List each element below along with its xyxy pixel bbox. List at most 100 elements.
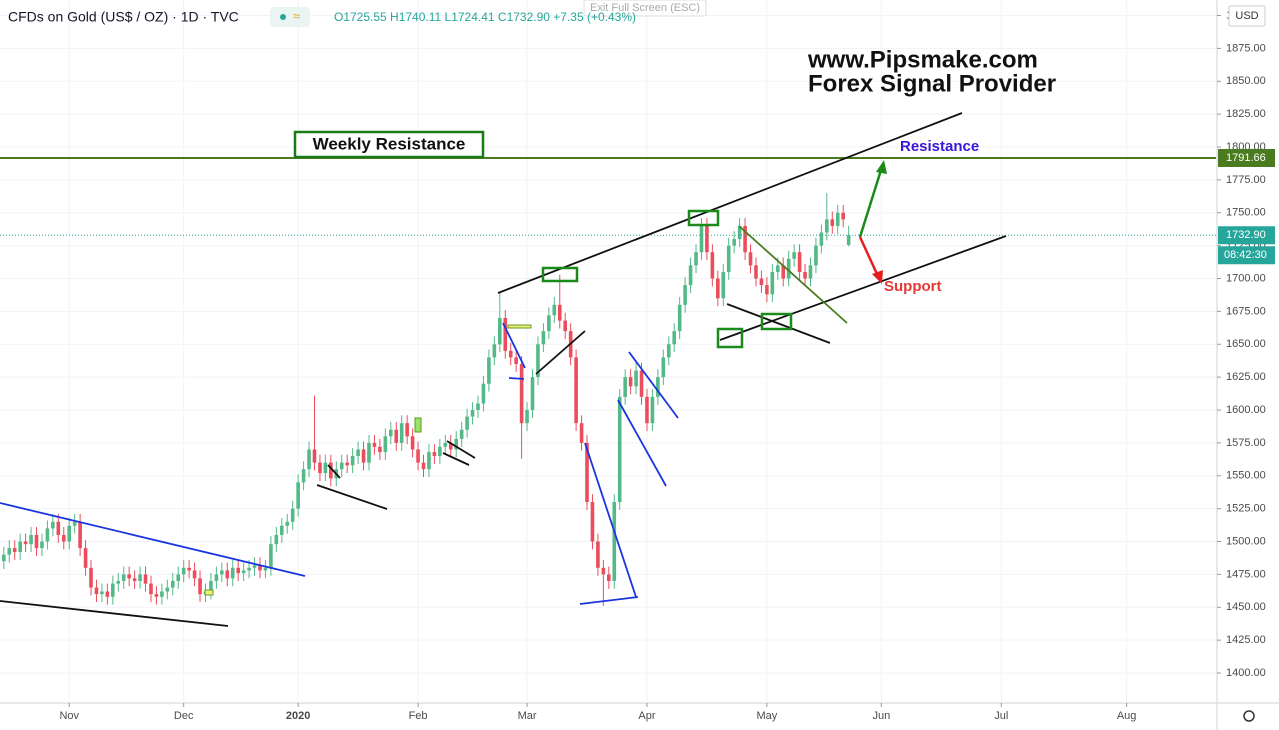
trend-line xyxy=(738,225,848,324)
candle-body xyxy=(775,265,780,272)
currency[interactable]: USD xyxy=(1235,10,1258,22)
candle-body xyxy=(808,265,813,279)
candle-body xyxy=(650,396,655,424)
candle-body xyxy=(312,449,317,463)
candle-body xyxy=(841,212,845,220)
candle-body xyxy=(176,574,181,581)
candle-body xyxy=(296,482,300,509)
candle-body xyxy=(230,567,235,579)
candle-body xyxy=(825,219,829,233)
candle-body xyxy=(498,317,502,345)
candle-body xyxy=(72,521,77,526)
highlight xyxy=(507,324,532,329)
highlight-box xyxy=(716,327,744,349)
candle-body xyxy=(427,452,431,470)
candle-body xyxy=(290,508,295,522)
x-tick-label: Jun xyxy=(872,710,890,722)
y-tick-label: 1450.00 xyxy=(1226,601,1266,613)
candle-body xyxy=(45,528,50,542)
candle-body xyxy=(683,285,687,305)
candle-body xyxy=(623,377,627,397)
candle-body xyxy=(617,396,622,503)
y-tick-label: 1825.00 xyxy=(1226,108,1266,120)
settings-icon[interactable] xyxy=(1243,710,1255,722)
candle-body xyxy=(765,285,769,295)
candle-body xyxy=(530,377,535,411)
candle-body xyxy=(350,456,355,466)
candle-body xyxy=(519,363,524,424)
candle-body xyxy=(399,423,404,443)
candle-body xyxy=(51,521,55,529)
y-tick-label: 1400.00 xyxy=(1226,667,1266,679)
annotation: Weekly Resistance xyxy=(313,134,466,153)
highlight-box xyxy=(541,266,579,283)
trend-line xyxy=(442,452,470,466)
candle-body xyxy=(105,591,110,597)
candle-body xyxy=(318,462,322,474)
trend-line xyxy=(327,464,341,479)
candle-body xyxy=(481,383,486,404)
candle-body xyxy=(274,534,279,545)
candle-body xyxy=(279,525,284,535)
y-tick-label: 1500.00 xyxy=(1226,535,1266,547)
candle-body xyxy=(563,320,568,332)
candle-body xyxy=(694,252,698,266)
candle-body xyxy=(628,377,633,387)
trend-line xyxy=(502,322,526,369)
x-tick-label: Mar xyxy=(518,710,537,722)
candle-body xyxy=(710,252,715,279)
candle-body xyxy=(301,469,306,483)
candle-body xyxy=(525,410,529,424)
candle-body xyxy=(639,370,644,397)
watermark: Forex Signal Provider xyxy=(808,70,1056,97)
candle-body xyxy=(192,570,197,579)
candle-body xyxy=(236,567,240,574)
trend-line xyxy=(0,502,306,577)
x-tick-label: Dec xyxy=(174,710,194,722)
trend-line xyxy=(628,351,679,419)
highlight xyxy=(414,417,422,433)
x-tick-label: Apr xyxy=(638,710,655,722)
candle-body xyxy=(116,580,121,584)
candle-body xyxy=(748,252,753,266)
y-tick-label: 1625.00 xyxy=(1226,371,1266,383)
candle-body xyxy=(443,442,448,447)
candle-body xyxy=(487,357,491,384)
candle-body xyxy=(754,265,758,279)
annotation: Resistance xyxy=(900,138,979,155)
trend-line xyxy=(617,399,667,487)
candle-body xyxy=(737,225,742,240)
candle-body xyxy=(198,578,202,595)
candle-body xyxy=(536,344,540,378)
candle-body xyxy=(214,574,219,581)
status-pill xyxy=(270,7,310,27)
price-label-box xyxy=(1218,226,1275,245)
currency-box[interactable] xyxy=(1228,5,1266,27)
candle-body xyxy=(307,449,311,470)
candle-body xyxy=(121,574,126,581)
trend-line xyxy=(316,484,388,510)
candle-body xyxy=(601,567,606,575)
candle-body xyxy=(465,416,469,430)
candle-body xyxy=(94,587,99,595)
candle-body xyxy=(149,583,153,595)
y-tick-label: 1700.00 xyxy=(1226,272,1266,284)
candle-body xyxy=(34,534,39,549)
x-tick-label: 2020 xyxy=(286,710,310,722)
candle-body xyxy=(18,541,22,553)
candle-body xyxy=(476,403,480,411)
exit-banner[interactable] xyxy=(583,0,707,17)
candle-body xyxy=(492,344,497,358)
y-tick-label: 1775.00 xyxy=(1226,174,1266,186)
x-tick-label: Feb xyxy=(409,710,428,722)
y-tick-label: 1575.00 xyxy=(1226,437,1266,449)
exit-banner-text[interactable]: Exit Full Screen (ESC) xyxy=(590,2,700,14)
candle-body xyxy=(596,541,600,568)
candle-body xyxy=(699,225,704,253)
candle-body xyxy=(672,331,677,345)
y-tick-label: 1675.00 xyxy=(1226,305,1266,317)
candle-body xyxy=(127,574,131,579)
status-icon: ≈ xyxy=(293,8,300,23)
candle-body xyxy=(7,548,12,555)
trend-line xyxy=(726,303,831,344)
